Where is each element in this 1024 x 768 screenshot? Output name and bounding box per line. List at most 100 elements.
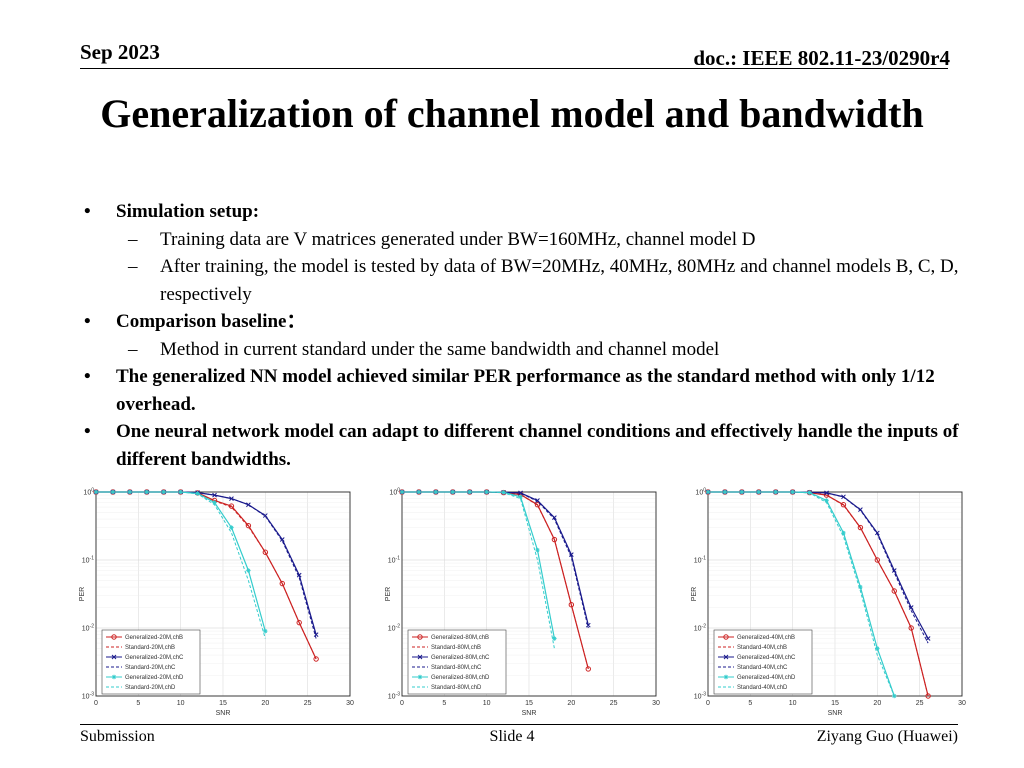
series-4-point-8-d: [535, 548, 540, 552]
chart-row: 0 5 10 15 20 25 30 100 10-1 10-2 10-3 SNR PER General…: [76, 484, 966, 720]
legend-label-2: Generalized-20M,chC: [125, 655, 184, 661]
y-tick-label-1: 10-1: [82, 556, 94, 565]
legend-label-1: Standard-80M,chB: [431, 645, 481, 651]
y-tick-label-2: 10-2: [388, 624, 400, 633]
series-4-point-9: [858, 584, 863, 590]
x-tick-label-0: 0: [400, 700, 404, 707]
footer-submission: Submission: [80, 728, 155, 745]
series-4-point-5-d: [484, 490, 489, 494]
series-2-point-9-b: [246, 502, 251, 508]
series-2-point-11-b: [585, 622, 591, 628]
series-2-point-10-b: [262, 513, 268, 518]
header-doc-id: doc.: IEEE 802.11-23/0290r4: [693, 46, 950, 70]
series-4-point-7-d: [824, 498, 829, 503]
series-0-point-10: [568, 602, 575, 608]
y-tick-label-3: 10-3: [694, 692, 706, 701]
series-4-point-8-d: [229, 525, 234, 530]
sub-bullet-baseline-method: Method in current standard under the sam…: [84, 336, 984, 364]
series-line-5: [708, 491, 895, 697]
bullet-per-result: The generalized NN model achieved simila…: [84, 363, 984, 418]
x-tick-label-4: 20: [261, 700, 269, 707]
legend-marker-2-b: [723, 654, 729, 660]
series-2-point-12-b: [296, 572, 302, 578]
legend-label-0: Generalized-80M,chB: [431, 635, 489, 641]
series-4-point-8: [229, 525, 234, 530]
legend-label-0: Generalized-40M,chB: [737, 635, 795, 641]
y-tick-label-2: 10-2: [82, 624, 94, 633]
series-0-point-8: [840, 502, 847, 508]
legend-label-3: Standard-20M,chC: [125, 665, 176, 671]
series-4-point-9: [552, 636, 557, 641]
x-tick-label-6: 30: [652, 700, 660, 707]
legend-marker-4-d: [112, 675, 116, 679]
legend-label-0: Generalized-20M,chB: [125, 635, 183, 641]
series-0-point-13: [313, 656, 319, 662]
series-4-point-8: [535, 547, 540, 553]
series-0-point-10: [262, 549, 269, 555]
y-tick-label-2: 10-2: [694, 624, 706, 633]
x-axis-label: SNR: [828, 710, 843, 717]
legend-label-5: Standard-40M,chD: [737, 685, 788, 691]
x-axis-label: SNR: [522, 710, 537, 717]
series-2-point-9: [552, 515, 557, 520]
series-2-point-9-b: [552, 515, 557, 520]
x-axis-label: SNR: [216, 710, 231, 717]
header-divider: [80, 68, 948, 69]
series-4-point-9: [246, 568, 251, 573]
slide-title: Generalization of channel model and band…: [100, 91, 924, 136]
legend-label-1: Standard-20M,chB: [125, 645, 175, 651]
legend-box: [713, 629, 813, 695]
series-4-point-5-d: [790, 490, 795, 494]
legend-marker-2: [723, 654, 729, 660]
legend-label-2: Generalized-40M,chC: [737, 655, 796, 661]
series-0-point-13: [925, 693, 931, 699]
header-date: Sep 2023: [80, 40, 160, 64]
series-0-point-11: [891, 588, 897, 594]
x-tick-label-6: 30: [958, 700, 966, 707]
legend-marker-0: [723, 634, 729, 640]
series-2-point-7: [824, 490, 829, 496]
series-0-point-10: [874, 557, 881, 563]
x-tick-label-4: 20: [873, 700, 881, 707]
series-2-point-12: [908, 605, 914, 610]
legend-label-3: Standard-40M,chC: [737, 665, 788, 671]
bullet-setup: Simulation setup:: [84, 198, 984, 226]
x-tick-label-0: 0: [706, 700, 710, 707]
series-line-5: [96, 491, 266, 639]
x-tick-label-0: 0: [94, 700, 98, 707]
series-2-point-10-b: [568, 552, 574, 557]
y-tick-label-1: 10-1: [388, 556, 400, 565]
x-tick-label-1: 5: [442, 700, 446, 707]
footer-slide-number: Slide 4: [489, 728, 535, 745]
series-2-point-10: [874, 530, 880, 536]
plot-frame: [707, 491, 963, 697]
series-4-point-7: [518, 494, 523, 499]
series-2-point-12-b: [908, 605, 914, 610]
series-2-point-8: [535, 498, 540, 503]
series-2-point-10: [568, 552, 574, 557]
legend-label-4: Generalized-20M,chD: [125, 675, 184, 681]
series-2-point-7: [212, 492, 217, 498]
series-2-point-13-b: [313, 632, 319, 637]
legend-marker-4-d: [418, 675, 422, 679]
sub-bullet-testing: After training, the model is tested by d…: [84, 253, 984, 308]
y-tick-label-1: 10-1: [694, 556, 706, 565]
series-4-point-7-d: [518, 494, 523, 499]
plot-frame: [401, 491, 657, 697]
legend-box: [101, 629, 201, 695]
per-chart-40m-svg: 0 5 10 15 20 25 30 100 10-1 10-2 10-3 SNR PER General…: [691, 488, 966, 718]
x-tick-label-5: 25: [610, 700, 618, 707]
x-tick-label-5: 25: [916, 700, 924, 707]
series-line-5: [402, 491, 555, 649]
bullet-list: Simulation setup: Training data are V ma…: [84, 198, 984, 473]
legend-label-4: Generalized-80M,chD: [431, 675, 490, 681]
y-tick-label-3: 10-3: [388, 692, 400, 701]
series-2-point-10: [262, 513, 268, 518]
legend-marker-4-d: [724, 675, 728, 679]
legend-label-5: Standard-80M,chD: [431, 685, 482, 691]
per-chart-20m: 0 5 10 15 20 25 30 100 10-1 10-2 10-3 SNR PER General…: [76, 484, 364, 720]
legend-marker-4: [723, 674, 729, 680]
per-chart-20m-svg: 0 5 10 15 20 25 30 100 10-1 10-2 10-3 SNR PER General…: [79, 488, 354, 718]
x-tick-label-1: 5: [748, 700, 752, 707]
series-0-point-12: [908, 625, 914, 631]
